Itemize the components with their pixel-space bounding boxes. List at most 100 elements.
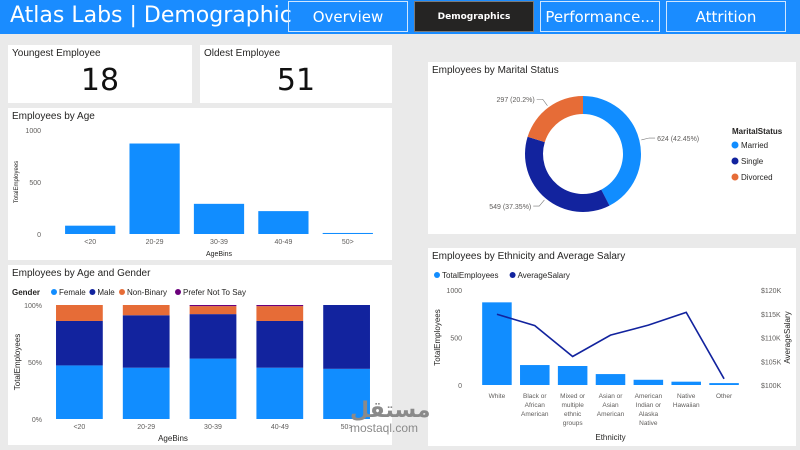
chart-title-marital: Employees by Marital Status <box>432 65 559 76</box>
tab-overview[interactable]: Overview <box>288 1 408 32</box>
legend-marker <box>119 289 125 295</box>
y-tick-label: 500 <box>29 180 41 187</box>
legend-marker <box>89 289 96 295</box>
x-tick-label: 50> <box>342 239 354 246</box>
ethnicity-bar <box>520 365 550 385</box>
legend-marker <box>434 272 440 278</box>
x-tick-label: American <box>597 411 625 418</box>
donut-data-label: 297 (20.2%) <box>497 97 535 104</box>
y-tick-label: 1000 <box>25 128 41 135</box>
kpi-card-oldest: Oldest Employee 51 <box>200 45 392 103</box>
legend-marker <box>509 272 516 278</box>
ethnicity-bar <box>709 383 739 385</box>
age-bar <box>129 143 180 234</box>
watermark-latin: mostaql.com <box>350 421 419 435</box>
stacked-bar-segment <box>56 365 103 419</box>
chart-card-age[interactable]: Employees by Age 0 500 1000 <20 20-29 30-39 40… <box>8 108 392 260</box>
x-tick-label: multiple <box>561 402 584 409</box>
age-chart: 0 500 1000 <20 20-29 30-39 40-49 50> AgeBins Tota… <box>14 128 373 258</box>
x-tick-label: ethnic <box>564 411 582 418</box>
legend-label: Married <box>741 141 768 150</box>
x-tick-label: Alaska <box>639 411 659 418</box>
y2-tick-label: $110K <box>761 336 781 343</box>
y-tick-label: 500 <box>450 336 462 343</box>
legend-label: Single <box>741 157 764 166</box>
x-tick-label: African <box>525 402 546 409</box>
x-tick-label: 30-39 <box>204 424 222 431</box>
legend-marker <box>731 157 739 165</box>
legend-label: AverageSalary <box>518 271 570 280</box>
marital-donut-chart: 624 (42.45%) 549 (37.35%) 297 (20.2%) Marit… <box>489 96 783 212</box>
ethnicity-combo-chart: TotalEmployees AverageSalary 0 500 1000 $100K… <box>433 271 792 442</box>
x-tick-label: Mixed or <box>560 393 586 400</box>
x-tick-label: White <box>489 393 506 400</box>
y-axis-title: TotalEmployees <box>433 309 442 365</box>
kpi-label-oldest: Oldest Employee <box>204 48 281 59</box>
ethnicity-bar <box>557 366 588 385</box>
kpi-value-oldest: 51 <box>276 63 316 98</box>
x-tick-label: 40-49 <box>274 239 292 246</box>
stacked-bar-segment <box>122 367 170 419</box>
y2-tick-label: $105K <box>761 359 782 366</box>
stacked-bar-segment <box>256 367 304 419</box>
x-tick-label: Indian or <box>636 402 662 409</box>
stacked-bar-segment <box>122 315 170 368</box>
legend-label: TotalEmployees <box>442 271 498 280</box>
tab-performance[interactable]: Performance... <box>540 1 660 32</box>
donut-data-label: 549 (37.35%) <box>489 204 531 211</box>
watermark: مستقل mostaql.com <box>350 398 430 435</box>
legend-marker <box>731 141 739 149</box>
stacked-bar-segment <box>189 305 237 307</box>
donut-leader-line <box>536 98 548 106</box>
x-tick-label: Hawaiian <box>673 402 700 409</box>
x-tick-label: Black or <box>523 393 547 400</box>
kpi-label-youngest: Youngest Employee <box>12 48 101 59</box>
watermark-arabic: مستقل <box>350 398 431 423</box>
y2-tick-label: $120K <box>761 288 782 295</box>
x-tick-label: 30-39 <box>210 239 228 246</box>
app-title: Atlas Labs | Demographic <box>10 3 292 28</box>
stacked-bar-segment <box>256 320 304 368</box>
stacked-bar-segment <box>256 306 304 321</box>
legend-title: Gender <box>12 288 40 297</box>
y-axis-title: TotalEmployees <box>13 334 22 390</box>
chart-title-age: Employees by Age <box>12 111 95 122</box>
x-tick-label: Native <box>639 420 658 427</box>
ethnicity-bar <box>633 379 664 385</box>
legend-marker <box>731 173 739 181</box>
legend-label: Male <box>97 288 115 297</box>
stacked-bar-segment <box>256 305 304 307</box>
stacked-bar-segment <box>56 305 103 321</box>
tab-attrition[interactable]: Attrition <box>666 1 786 32</box>
y-tick-label: 0 <box>37 232 41 239</box>
ethnicity-bar <box>595 374 626 385</box>
x-tick-label: American <box>635 393 663 400</box>
age-bar <box>322 232 373 234</box>
donut-slice <box>525 136 610 212</box>
tab-demographics[interactable]: Demographics <box>414 1 534 32</box>
donut-slice <box>583 96 641 206</box>
x-tick-label: American <box>521 411 549 418</box>
age-bar <box>193 203 245 234</box>
y-tick-label: 100% <box>24 303 42 310</box>
chart-card-age-gender[interactable]: Employees by Age and Gender Gender Female… <box>8 265 392 445</box>
x-axis-title: AgeBins <box>206 251 233 258</box>
stacked-bar-segment <box>323 368 370 419</box>
chart-card-ethnicity[interactable]: Employees by Ethnicity and Average Salar… <box>428 248 796 446</box>
donut-data-label: 624 (42.45%) <box>657 136 699 143</box>
salary-line <box>496 311 725 380</box>
donut-leader-line <box>641 137 656 141</box>
ethnicity-bar <box>482 302 512 385</box>
age-gender-chart: Gender Female Male Non-Binary Prefer Not To … <box>12 288 370 443</box>
donut-leader-line <box>533 199 545 207</box>
x-tick-label: Asian <box>602 402 619 409</box>
stacked-bar-segment <box>189 306 237 315</box>
x-tick-label: <20 <box>73 424 85 431</box>
y-tick-label: 1000 <box>446 288 462 295</box>
x-axis-title: AgeBins <box>158 434 188 443</box>
x-tick-label: 50> <box>341 424 353 431</box>
legend-marker <box>51 289 57 295</box>
y2-axis-title: AverageSalary <box>783 311 792 363</box>
donut-slice <box>527 96 583 143</box>
chart-card-marital[interactable]: Employees by Marital Status 624 (42.45%)… <box>428 62 796 234</box>
